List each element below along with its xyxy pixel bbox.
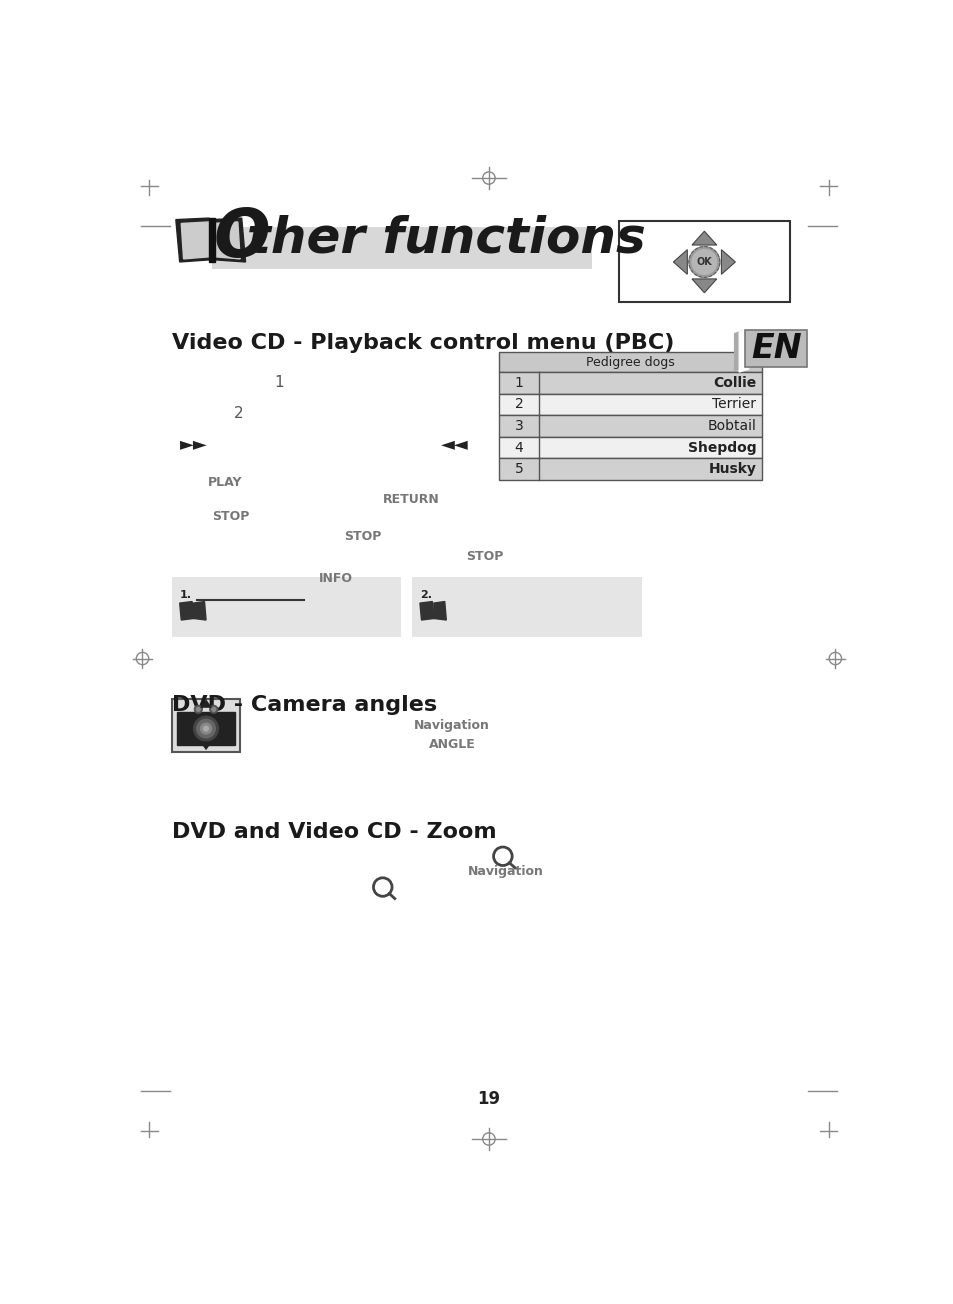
Polygon shape (176, 712, 235, 745)
FancyBboxPatch shape (172, 699, 240, 752)
Circle shape (204, 726, 208, 732)
Text: 19: 19 (476, 1090, 500, 1108)
Polygon shape (212, 218, 245, 262)
FancyBboxPatch shape (498, 372, 761, 394)
Text: Navigation: Navigation (468, 865, 543, 878)
Text: Shepdog: Shepdog (687, 441, 756, 455)
Text: OK: OK (696, 257, 712, 267)
FancyBboxPatch shape (412, 576, 641, 636)
Polygon shape (209, 218, 215, 262)
Polygon shape (720, 249, 735, 274)
Polygon shape (179, 601, 193, 619)
Polygon shape (739, 329, 748, 372)
Text: 1.: 1. (179, 589, 192, 600)
FancyBboxPatch shape (212, 227, 592, 269)
FancyBboxPatch shape (498, 437, 761, 458)
Text: PLAY: PLAY (208, 476, 243, 489)
Polygon shape (419, 601, 434, 619)
Text: ◄◄: ◄◄ (440, 436, 468, 454)
Polygon shape (199, 699, 212, 708)
Text: Navigation: Navigation (414, 719, 489, 732)
Text: 5: 5 (515, 462, 523, 476)
Polygon shape (181, 222, 212, 259)
Text: ANGLE: ANGLE (429, 738, 476, 751)
Circle shape (691, 249, 716, 274)
Circle shape (210, 705, 217, 713)
Polygon shape (734, 330, 743, 370)
Text: Collie: Collie (712, 376, 756, 390)
Text: 4: 4 (515, 441, 523, 455)
Circle shape (194, 705, 202, 713)
Text: EN: EN (750, 333, 801, 365)
Text: 1: 1 (515, 376, 523, 390)
Text: 2: 2 (233, 406, 243, 421)
Text: Terrier: Terrier (712, 398, 756, 412)
Polygon shape (673, 249, 686, 274)
Text: 2: 2 (515, 398, 523, 412)
Text: Bobtail: Bobtail (707, 419, 756, 433)
Text: 3: 3 (515, 419, 523, 433)
Text: STOP: STOP (212, 510, 250, 523)
Polygon shape (193, 601, 206, 619)
Text: Pedigree dogs: Pedigree dogs (586, 356, 675, 369)
FancyBboxPatch shape (618, 222, 789, 303)
Text: Video CD - Playback control menu (PBC): Video CD - Playback control menu (PBC) (172, 333, 674, 353)
FancyBboxPatch shape (172, 576, 401, 636)
FancyBboxPatch shape (498, 352, 761, 372)
Polygon shape (199, 742, 212, 750)
FancyBboxPatch shape (744, 330, 806, 368)
Polygon shape (691, 279, 716, 293)
Text: DVD - Camera angles: DVD - Camera angles (172, 695, 436, 715)
Text: 1: 1 (274, 376, 284, 390)
Circle shape (196, 707, 200, 711)
Text: RETURN: RETURN (382, 493, 439, 506)
Text: DVD and Video CD - Zoom: DVD and Video CD - Zoom (172, 822, 497, 842)
Polygon shape (691, 231, 716, 245)
Text: O: O (213, 205, 270, 271)
Text: Husky: Husky (708, 462, 756, 476)
Circle shape (688, 246, 720, 278)
Polygon shape (212, 222, 240, 259)
Text: ther functions: ther functions (247, 214, 645, 262)
Text: STOP: STOP (344, 531, 381, 544)
Circle shape (196, 720, 215, 738)
Circle shape (212, 707, 215, 711)
Circle shape (200, 724, 212, 734)
FancyBboxPatch shape (498, 458, 761, 480)
Text: INFO: INFO (319, 572, 353, 585)
Text: STOP: STOP (466, 550, 503, 563)
FancyBboxPatch shape (498, 415, 761, 437)
Text: 2.: 2. (419, 589, 432, 600)
Polygon shape (434, 601, 446, 619)
Circle shape (193, 716, 218, 741)
FancyBboxPatch shape (498, 394, 761, 415)
Text: ►►: ►► (179, 436, 207, 454)
Polygon shape (175, 218, 212, 262)
